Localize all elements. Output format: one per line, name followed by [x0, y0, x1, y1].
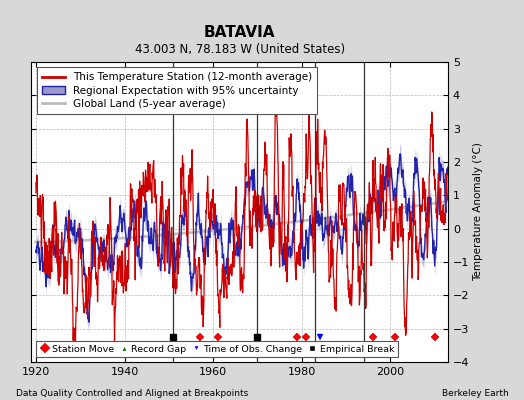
Y-axis label: Temperature Anomaly (°C): Temperature Anomaly (°C): [474, 142, 484, 282]
Text: 43.003 N, 78.183 W (United States): 43.003 N, 78.183 W (United States): [135, 43, 345, 56]
Title: BATAVIA: BATAVIA: [204, 25, 276, 40]
Legend: Station Move, Record Gap, Time of Obs. Change, Empirical Break: Station Move, Record Gap, Time of Obs. C…: [36, 341, 398, 357]
Text: Data Quality Controlled and Aligned at Breakpoints: Data Quality Controlled and Aligned at B…: [16, 389, 248, 398]
Text: Berkeley Earth: Berkeley Earth: [442, 389, 508, 398]
